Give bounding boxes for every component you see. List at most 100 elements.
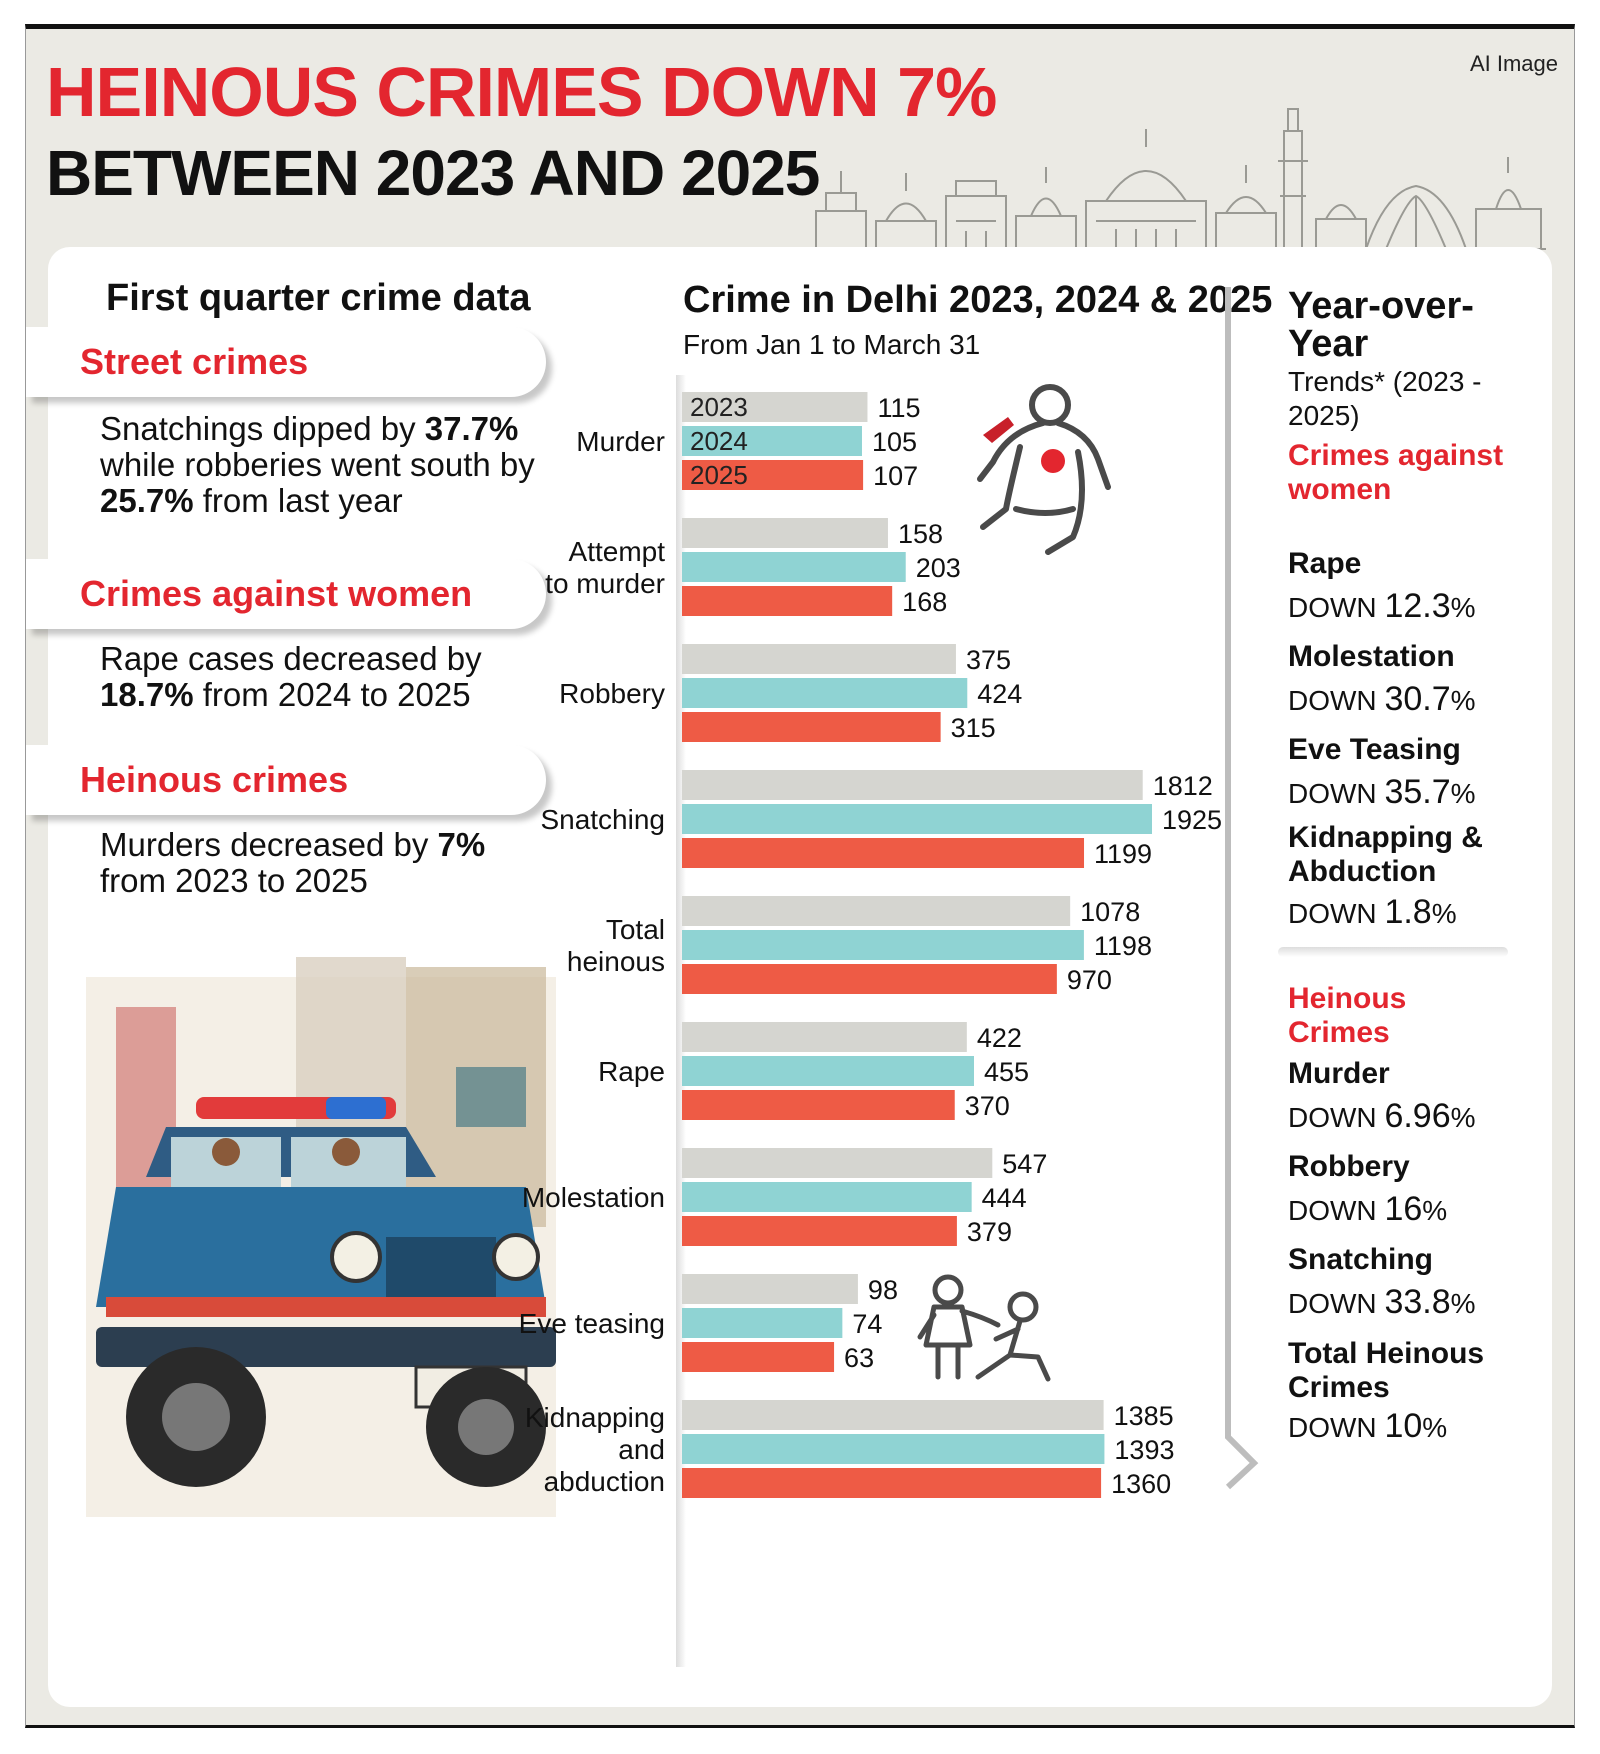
value-label: 63	[844, 1343, 874, 1373]
bar-2025	[682, 1216, 957, 1246]
yoy-item-value: DOWN 35.7%	[1288, 773, 1476, 811]
left-column-title: First quarter crime data	[106, 277, 531, 319]
bar-2024	[682, 1308, 843, 1338]
yoy-trends-panel: Year-over-Year Trends* (2023 - 2025) Cri…	[1248, 247, 1548, 1707]
category-label: Rape	[598, 1056, 665, 1087]
value-label: 970	[1067, 965, 1112, 995]
yoy-category-crimes-against-women: Crimes against women	[1288, 439, 1504, 506]
category-label: Total	[606, 914, 665, 945]
value-label: 547	[1002, 1149, 1047, 1179]
harassment-figures-icon	[917, 1274, 1051, 1382]
pill-heinous-crimes: Heinous crimes	[26, 745, 546, 815]
blood-stain-icon	[1041, 449, 1065, 473]
category-label: Murder	[576, 426, 665, 457]
value-label: 1198	[1094, 931, 1152, 961]
bar-2025	[682, 838, 1085, 868]
value-label: 105	[872, 427, 917, 457]
section-heading-heinous-crimes: Heinous crimes	[80, 759, 349, 800]
value-label: 1925	[1162, 805, 1222, 835]
yoy-item-value: DOWN 30.7%	[1288, 680, 1476, 718]
crime-scene-outline-icon	[977, 384, 1111, 555]
bar-2025	[682, 712, 941, 742]
yoy-item-name: Eve Teasing	[1288, 733, 1461, 766]
value-label: 379	[967, 1217, 1012, 1247]
category-label: Attempt	[569, 536, 666, 567]
category-label: abduction	[544, 1466, 665, 1497]
bar-2023	[682, 896, 1071, 926]
bar-2023	[682, 392, 868, 422]
value-label: 1812	[1153, 771, 1213, 801]
chart-axis-shadow	[676, 375, 686, 1667]
value-label: 115	[877, 393, 920, 423]
section-heading-street-crimes: Street crimes	[80, 341, 309, 382]
bar-2025	[682, 586, 893, 616]
category-label: and	[618, 1434, 665, 1465]
series-label-2024: 2024	[690, 426, 748, 456]
category-label: Robbery	[559, 678, 665, 709]
bar-2023	[682, 1274, 858, 1304]
bar-2023	[682, 1148, 993, 1178]
category-label: heinous	[567, 946, 665, 977]
value-label: 422	[977, 1023, 1022, 1053]
yoy-item-value: DOWN 1.8%	[1288, 893, 1457, 931]
yoy-trends-subtitle: Trends* (2023 - 2025)	[1288, 366, 1482, 431]
series-label-2025: 2025	[690, 460, 748, 490]
yoy-divider	[1278, 947, 1508, 957]
yoy-item-value: DOWN 16%	[1288, 1190, 1448, 1228]
category-label: Kidnapping	[525, 1402, 665, 1433]
headline-line-2: BETWEEN 2023 AND 2025	[46, 137, 820, 209]
yoy-item-name: Rape	[1288, 547, 1362, 580]
bar-2024	[682, 804, 1152, 834]
value-label: 98	[868, 1275, 898, 1305]
value-label: 74	[852, 1309, 882, 1339]
pill-street-crimes: Street crimes	[26, 327, 546, 397]
headline-line-1: HEINOUS CRIMES DOWN 7%	[46, 53, 997, 131]
bar-2024	[682, 426, 862, 456]
bar-2025	[682, 1342, 835, 1372]
chart-subtitle: From Jan 1 to March 31	[683, 329, 981, 360]
content-card: First quarter crime data Street crimes S…	[26, 247, 1552, 1707]
value-label: 315	[951, 713, 996, 743]
heinous-crimes-text: Murders decreased by 7% from 2023 to 202…	[100, 826, 486, 899]
bar-2023	[682, 518, 888, 548]
chart-title: Crime in Delhi 2023, 2024 & 2025	[683, 279, 1273, 321]
value-label: 455	[984, 1057, 1029, 1087]
ai-image-tag: AI Image	[1469, 51, 1558, 76]
value-label: 1360	[1111, 1469, 1171, 1499]
value-label: 1393	[1114, 1435, 1174, 1465]
value-label: 444	[982, 1183, 1027, 1213]
yoy-item-name: Kidnapping & Abduction	[1288, 821, 1483, 888]
bar-2025	[682, 964, 1057, 994]
bar-2024	[682, 678, 968, 708]
delhi-skyline-illustration	[806, 108, 1546, 250]
series-label-2023: 2023	[690, 392, 748, 422]
yoy-item-name: Robbery	[1288, 1150, 1410, 1183]
yoy-item-name: Total Heinous Crimes	[1288, 1337, 1485, 1404]
yoy-item-value: DOWN 6.96%	[1288, 1097, 1476, 1135]
category-label: Molestation	[522, 1182, 665, 1213]
bar-2024	[682, 1434, 1105, 1464]
bar-2023	[682, 770, 1143, 800]
value-label: 1078	[1080, 897, 1140, 927]
yoy-item-name: Molestation	[1288, 640, 1455, 673]
section-heading-crimes-against-women: Crimes against women	[80, 573, 473, 614]
police-jeep-illustration	[86, 957, 556, 1517]
value-label: 168	[902, 587, 947, 617]
bar-2024	[682, 930, 1084, 960]
knife-icon	[983, 417, 1014, 443]
bar-2025	[682, 1090, 955, 1120]
bar-2023	[682, 644, 956, 674]
bar-2024	[682, 1182, 972, 1212]
yoy-item-name: Snatching	[1288, 1243, 1434, 1276]
street-crimes-text: Snatchings dipped by 37.7% while robberi…	[100, 410, 535, 519]
value-label: 203	[916, 553, 961, 583]
value-label: 1385	[1114, 1401, 1174, 1431]
yoy-item-value: DOWN 10%	[1288, 1407, 1448, 1445]
bar-2023	[682, 1400, 1104, 1430]
value-label: 1199	[1094, 839, 1152, 869]
pill-crimes-against-women: Crimes against women	[26, 559, 546, 629]
value-label: 424	[977, 679, 1022, 709]
value-label: 370	[965, 1091, 1010, 1121]
